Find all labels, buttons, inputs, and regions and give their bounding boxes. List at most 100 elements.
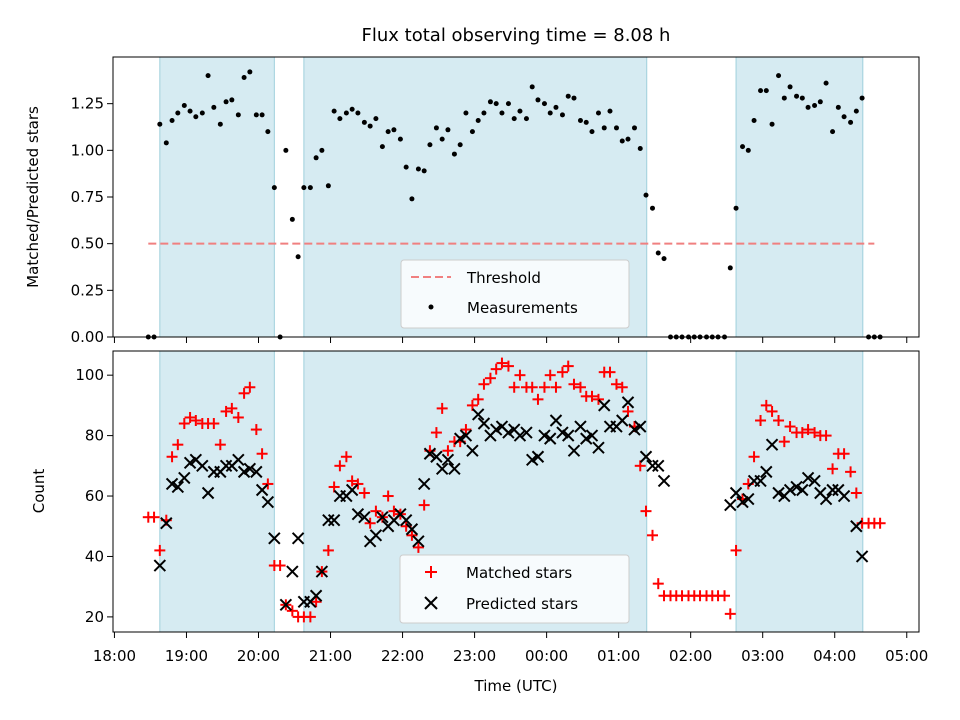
measurement-point xyxy=(745,147,751,153)
y-tick-label: 0.75 xyxy=(71,188,104,206)
measurement-point xyxy=(313,155,319,161)
measurement-point xyxy=(319,147,325,153)
predicted-star-point xyxy=(448,462,461,476)
matched-star-point xyxy=(586,390,598,402)
matched-star-point xyxy=(850,487,862,499)
bottom-y-axis: 20 40 60 80 100 xyxy=(75,366,113,626)
measurement-point xyxy=(397,136,403,142)
measurement-point xyxy=(271,185,277,191)
legend-predicted-label: Predicted stars xyxy=(466,595,578,613)
matched-star-point xyxy=(436,402,448,414)
matched-star-point xyxy=(508,381,520,393)
measurement-point xyxy=(740,144,746,150)
measurement-point xyxy=(157,121,163,127)
matched-star-point xyxy=(220,405,232,417)
predicted-star-point xyxy=(819,492,833,506)
observing-window xyxy=(735,56,864,338)
predicted-star-point xyxy=(405,523,419,536)
matched-star-point xyxy=(778,436,790,448)
measurement-point xyxy=(217,121,223,127)
matched-star-point xyxy=(328,481,340,493)
measurement-point xyxy=(361,119,367,125)
measurement-point xyxy=(457,142,463,148)
x-tick-label: 18:00 xyxy=(93,647,136,665)
measurement-point xyxy=(776,73,782,79)
measurement-point xyxy=(835,104,841,110)
predicted-star-point xyxy=(556,426,569,439)
matched-star-point xyxy=(845,466,857,478)
y-tick-label: 40 xyxy=(85,547,104,565)
predicted-star-point xyxy=(796,483,809,497)
predicted-star-point xyxy=(435,462,449,476)
predicted-star-point xyxy=(376,510,389,524)
measurement-point xyxy=(763,88,769,94)
legend-measurements-swatch xyxy=(428,304,434,310)
measurement-point xyxy=(505,101,511,107)
matched-star-point xyxy=(766,405,778,417)
measurement-point xyxy=(733,205,739,211)
matched-star-point xyxy=(562,360,574,372)
bottom-x-axis: 18:00 19:00 20:00 21:00 22:00 23:00 00:00 01:00… xyxy=(93,632,928,665)
measurement-point xyxy=(475,117,481,123)
predicted-star-point xyxy=(646,459,659,473)
y-tick-label: 80 xyxy=(85,427,104,445)
matched-star-point xyxy=(748,451,760,463)
predicted-star-point xyxy=(652,459,665,473)
measurement-point xyxy=(439,136,445,142)
predicted-star-point xyxy=(598,399,611,412)
measurement-point xyxy=(163,140,169,146)
matched-star-point xyxy=(538,381,550,393)
predicted-star-point xyxy=(729,486,743,500)
matched-star-point xyxy=(640,505,652,517)
matched-star-point xyxy=(730,544,742,556)
matched-star-point xyxy=(574,381,586,393)
measurement-point xyxy=(181,103,187,109)
measurement-point xyxy=(637,145,643,151)
legend-matched-label: Matched stars xyxy=(466,564,572,582)
measurement-point xyxy=(541,101,547,107)
measurement-point xyxy=(199,110,205,116)
matched-stars-series xyxy=(142,357,886,623)
matched-star-point xyxy=(616,381,628,393)
predicted-star-point xyxy=(639,450,653,463)
top-legend-box xyxy=(400,259,630,329)
measurement-point xyxy=(595,110,601,116)
matched-star-point xyxy=(460,424,472,436)
matched-star-point xyxy=(478,378,490,390)
measurement-point xyxy=(655,250,661,256)
measurement-point xyxy=(661,256,667,262)
measurement-point xyxy=(391,127,397,133)
measurement-point xyxy=(511,116,517,122)
predicted-star-point xyxy=(315,565,329,578)
observing-window xyxy=(159,56,275,338)
measurement-point xyxy=(799,95,805,101)
predicted-star-point xyxy=(783,483,797,497)
measurement-point xyxy=(463,110,469,116)
x-tick-label: 05:00 xyxy=(885,647,928,665)
predicted-star-point xyxy=(736,495,749,509)
measurement-point xyxy=(421,168,427,174)
measurement-point xyxy=(247,69,253,75)
predicted-star-point xyxy=(237,465,251,479)
predicted-star-point xyxy=(322,513,335,527)
predicted-star-point xyxy=(291,532,305,545)
matched-star-point xyxy=(796,427,808,439)
predicted-star-point xyxy=(351,507,365,521)
measurement-point xyxy=(830,129,836,135)
measurement-point xyxy=(445,127,451,133)
x-tick-label: 21:00 xyxy=(309,647,352,665)
matched-star-point xyxy=(322,544,334,556)
predicted-star-point xyxy=(358,510,371,524)
measurement-point xyxy=(235,112,241,118)
matched-star-point xyxy=(802,424,814,436)
x-tick-label: 20:00 xyxy=(237,647,280,665)
measurement-point xyxy=(565,93,571,99)
measurement-point xyxy=(379,144,385,150)
matched-star-point xyxy=(418,499,430,511)
matched-star-point xyxy=(784,421,796,433)
predicted-star-point xyxy=(219,459,233,473)
predicted-star-point xyxy=(489,423,503,436)
predicted-star-point xyxy=(309,589,323,602)
matched-star-point xyxy=(190,414,202,426)
predicted-star-point xyxy=(616,414,629,427)
